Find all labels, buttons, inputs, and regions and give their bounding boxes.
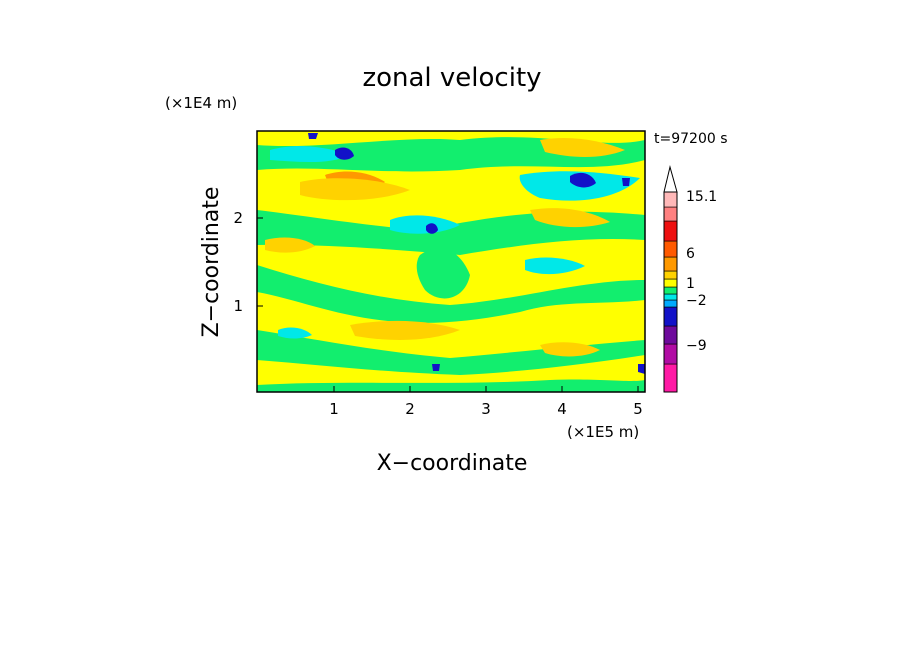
colorbar-cell <box>663 286 678 295</box>
orange-patch <box>540 138 625 157</box>
x-tick-label: 3 <box>481 400 491 418</box>
cyan-patch <box>270 146 350 163</box>
colorbar-frame <box>663 191 678 393</box>
colorbar-cell <box>663 206 678 222</box>
time-label: t=97200 s <box>654 131 728 147</box>
x-tick-label: 4 <box>557 400 567 418</box>
blue-patch <box>622 178 630 186</box>
green-band <box>257 330 645 375</box>
colorbar-cell <box>663 299 678 308</box>
colorbar-cell <box>663 220 678 242</box>
blue-patch <box>308 133 318 139</box>
x-scale-label: (×1E5 m) <box>567 423 639 441</box>
blue-patch <box>426 223 438 234</box>
blue-patch <box>638 364 645 374</box>
blue-patch <box>570 172 596 188</box>
colorbar-tick-label: 1 <box>686 276 695 292</box>
contour-field <box>257 131 645 392</box>
colorbar-cell <box>663 191 678 208</box>
x-tick-label: 2 <box>405 400 415 418</box>
green-band <box>416 247 470 299</box>
colorbar-cell <box>663 256 678 272</box>
y-axis-label: Z−coordinate <box>199 187 224 338</box>
colorbar-tick-label: −2 <box>686 293 707 309</box>
colorbar-cell <box>663 306 678 327</box>
green-band <box>257 265 645 323</box>
blue-patch <box>432 364 440 371</box>
colorbar-cell <box>663 293 678 301</box>
colorbar-cell <box>663 363 678 393</box>
colorbar-arrow <box>663 165 678 193</box>
y-tick-label: 1 <box>233 297 243 315</box>
plot-frame <box>256 130 646 393</box>
cyan-patch <box>390 215 460 234</box>
colorbar-cell <box>663 325 678 345</box>
colorbar-cell <box>663 240 678 258</box>
x-ticks: 1 2 3 4 5 <box>329 386 643 418</box>
x-axis-label: X−coordinate <box>377 451 528 476</box>
orange-patch <box>540 342 600 357</box>
y-scale-label: (×1E4 m) <box>165 94 237 112</box>
orange-patch <box>300 178 410 201</box>
colorbar-cell <box>663 278 678 288</box>
colorbar-cell <box>663 270 678 280</box>
blue-patch <box>335 147 354 160</box>
colorbar-tick-label: −9 <box>686 338 707 354</box>
cyan-patch <box>525 257 585 275</box>
green-band <box>257 379 645 392</box>
chart-title: zonal velocity <box>362 63 541 93</box>
orange-patch <box>350 320 460 340</box>
orange-patch <box>265 237 315 253</box>
cyan-patch <box>278 327 312 339</box>
orange-patch <box>530 208 610 228</box>
x-tick-label: 5 <box>633 400 643 418</box>
x-tick-label: 1 <box>329 400 339 418</box>
colorbar-tick-label: 6 <box>686 246 695 262</box>
colorbar-cell <box>663 343 678 365</box>
colorbar-tick-label: 15.1 <box>686 189 717 205</box>
y-ticks: 1 2 <box>233 209 263 315</box>
y-tick-label: 2 <box>233 209 243 227</box>
colorbar-cells <box>663 191 678 393</box>
colorbar: 15.1 6 1 −2 −9 <box>663 165 717 393</box>
